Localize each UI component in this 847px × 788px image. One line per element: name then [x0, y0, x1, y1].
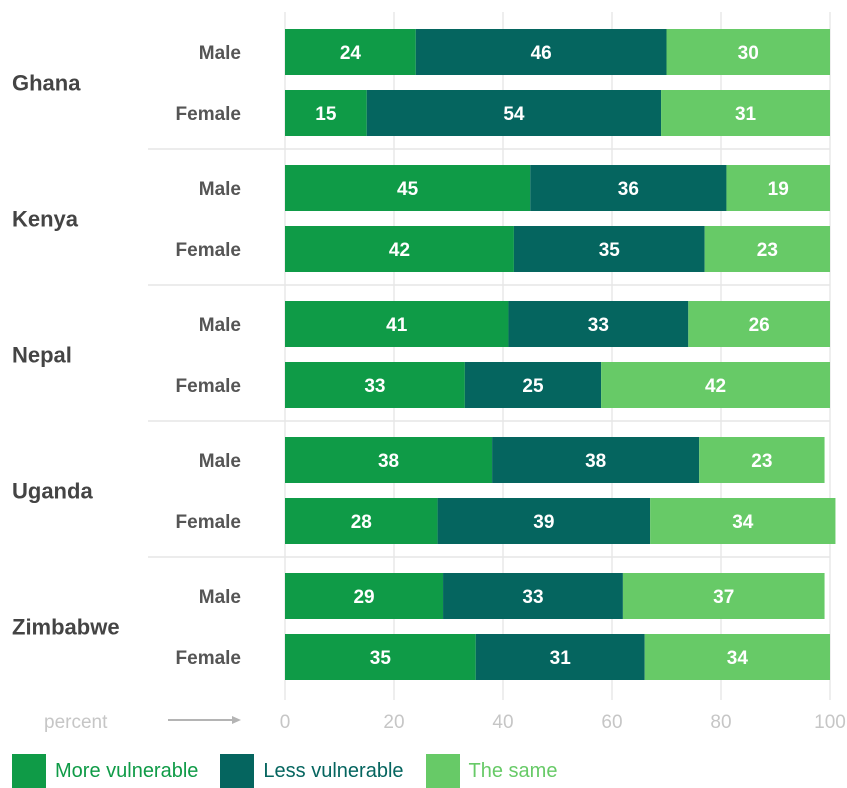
legend-swatch [220, 754, 255, 788]
bar-segment [285, 29, 416, 75]
legend-item: The same [425, 754, 558, 788]
x-tick-label: 80 [710, 712, 731, 733]
bar-segment [285, 498, 438, 544]
x-axis: percent 0 20 40 60 80 100 [44, 712, 846, 733]
bar-segment [704, 226, 830, 272]
data-label: 30 [738, 43, 759, 64]
bar-segment [726, 165, 830, 211]
bar-segment [285, 226, 514, 272]
data-label: 38 [378, 451, 399, 472]
bar-segment [644, 634, 830, 680]
legend-item: More vulnerable [12, 754, 198, 788]
bar-segment [661, 90, 830, 136]
bar-segment [443, 573, 623, 619]
x-tick-label: 100 [814, 712, 846, 733]
bar-segment [437, 498, 651, 544]
bar-segment [699, 437, 825, 483]
bar-segment [285, 573, 444, 619]
group-label: Male [199, 315, 241, 336]
data-label: 23 [751, 451, 772, 472]
country-label: Uganda [12, 479, 93, 504]
country-label: Kenya [12, 207, 79, 232]
bar-segment [285, 165, 531, 211]
country-separators [148, 148, 830, 558]
country-label: Ghana [12, 71, 81, 96]
country-label: Nepal [12, 343, 72, 368]
group-label: Female [176, 376, 241, 397]
bar-segment [601, 362, 830, 408]
x-tick-label: 0 [280, 712, 291, 733]
data-label: 35 [370, 648, 392, 669]
data-label: 46 [531, 43, 552, 64]
legend-swatch [12, 754, 46, 788]
x-axis-unit-label: percent [44, 712, 108, 733]
bar-segment [475, 634, 645, 680]
data-label: 35 [599, 240, 621, 261]
bar-segment [508, 301, 689, 347]
data-label: 15 [315, 104, 337, 125]
group-label: Male [199, 587, 241, 608]
bar-segment [285, 634, 476, 680]
data-label: 39 [533, 512, 554, 533]
data-label: 24 [340, 43, 362, 64]
data-label: 33 [588, 315, 609, 336]
bar-segment [622, 573, 825, 619]
bar-segment [530, 165, 727, 211]
legend-swatch [425, 754, 460, 788]
country-label: Zimbabwe [12, 615, 120, 640]
group-label: Female [176, 512, 241, 533]
bar-segment [492, 437, 700, 483]
data-label: 31 [735, 104, 757, 125]
bars: 24 46 30 15 54 31 45 36 19 42 35 23 41 33 26 33 25 42 38 38… [285, 29, 836, 680]
data-label: 28 [351, 512, 372, 533]
group-label: Female [176, 104, 241, 125]
data-label: 33 [364, 376, 385, 397]
group-label: Female [176, 648, 241, 669]
x-tick-label: 40 [492, 712, 513, 733]
legend-item: Less vulnerable [220, 754, 404, 788]
x-tick-label: 60 [601, 712, 622, 733]
bar-segment [415, 29, 667, 75]
bar-segment [513, 226, 705, 272]
data-label: 45 [397, 179, 419, 200]
group-label: Male [199, 179, 241, 200]
data-label: 29 [353, 587, 374, 608]
bar-segment [666, 29, 830, 75]
legend-label: The same [468, 759, 558, 782]
legend-label: More vulnerable [55, 759, 199, 782]
bar-segment [285, 90, 367, 136]
bar-segment [285, 437, 493, 483]
bar-segment [650, 498, 836, 544]
data-label: 37 [713, 587, 734, 608]
data-label: 31 [550, 648, 572, 669]
data-label: 41 [386, 315, 408, 336]
bar-segment [688, 301, 830, 347]
group-label: Male [199, 451, 241, 472]
bar-segment [366, 90, 662, 136]
data-label: 25 [522, 376, 544, 397]
data-label: 38 [585, 451, 606, 472]
data-label: 26 [749, 315, 770, 336]
data-label: 36 [618, 179, 639, 200]
data-label: 34 [727, 648, 749, 669]
data-label: 34 [732, 512, 754, 533]
legend-label: Less vulnerable [263, 759, 404, 782]
bar-segment [285, 301, 509, 347]
data-label: 42 [389, 240, 410, 261]
data-label: 19 [768, 179, 789, 200]
x-tick-label: 20 [383, 712, 404, 733]
data-label: 54 [503, 104, 525, 125]
group-label: Male [199, 43, 241, 64]
data-label: 23 [757, 240, 778, 261]
bar-segment [285, 362, 465, 408]
axis-arrow-head [232, 716, 241, 724]
data-label: 42 [705, 376, 726, 397]
data-label: 33 [522, 587, 543, 608]
group-label: Female [176, 240, 241, 261]
row-labels: Ghana Male Female Kenya Male Female Nepal Male F… [12, 43, 241, 669]
legend: More vulnerable Less vulnerable The same [12, 754, 579, 788]
bar-segment [464, 362, 602, 408]
